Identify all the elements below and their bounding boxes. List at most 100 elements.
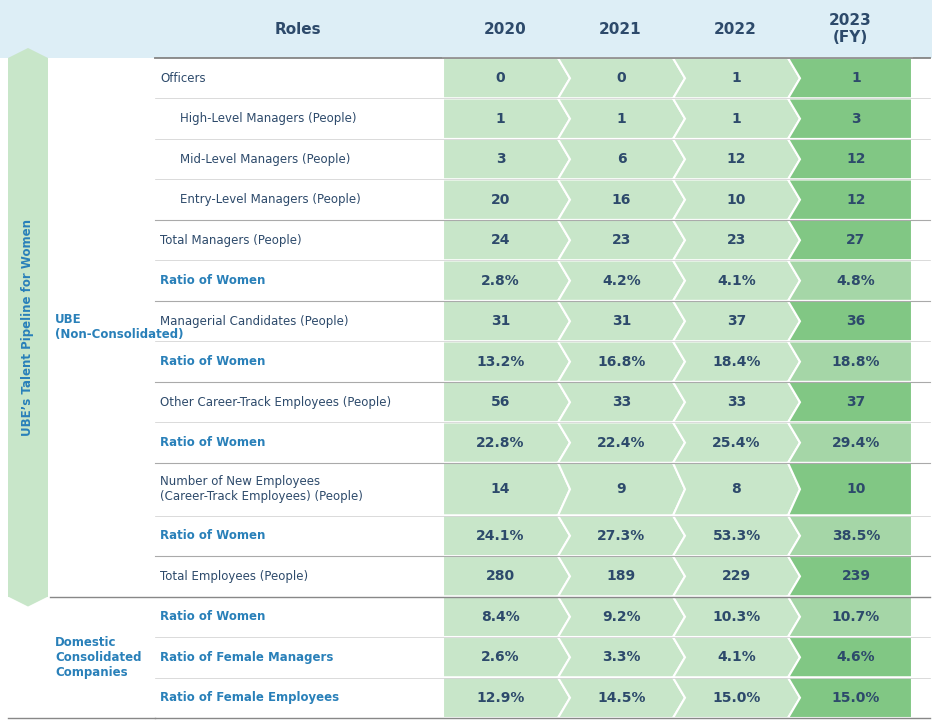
Polygon shape — [788, 597, 912, 637]
Polygon shape — [788, 678, 912, 718]
Text: 8.4%: 8.4% — [481, 610, 520, 624]
Text: 24: 24 — [491, 233, 510, 247]
Bar — [155, 423, 930, 463]
Text: 3.3%: 3.3% — [602, 650, 641, 665]
Polygon shape — [558, 556, 685, 597]
Text: 1: 1 — [851, 71, 861, 85]
Text: 1: 1 — [496, 112, 505, 126]
Text: 27.3%: 27.3% — [597, 528, 646, 543]
Bar — [155, 516, 930, 556]
Text: 4.1%: 4.1% — [717, 650, 756, 665]
Polygon shape — [558, 179, 685, 220]
Text: 29.4%: 29.4% — [832, 436, 880, 450]
Text: 0: 0 — [617, 71, 626, 85]
Text: 15.0%: 15.0% — [712, 690, 761, 705]
Polygon shape — [443, 423, 570, 463]
Polygon shape — [788, 556, 912, 597]
Bar — [155, 382, 930, 423]
Polygon shape — [558, 341, 685, 382]
Text: 23: 23 — [727, 233, 747, 247]
Polygon shape — [443, 58, 570, 99]
Polygon shape — [673, 220, 800, 261]
Text: 22.8%: 22.8% — [476, 436, 525, 450]
Text: Ratio of Women: Ratio of Women — [160, 355, 266, 368]
Polygon shape — [788, 341, 912, 382]
Text: 15.0%: 15.0% — [832, 690, 880, 705]
Bar — [8, 58, 48, 597]
Polygon shape — [788, 139, 912, 179]
Polygon shape — [443, 139, 570, 179]
Text: 16: 16 — [611, 193, 631, 207]
Text: 239: 239 — [842, 570, 870, 583]
Text: Mid-Level Managers (People): Mid-Level Managers (People) — [180, 153, 350, 166]
Text: 4.1%: 4.1% — [717, 274, 756, 288]
Text: 38.5%: 38.5% — [832, 528, 880, 543]
Polygon shape — [558, 423, 685, 463]
Text: Ratio of Women: Ratio of Women — [160, 529, 266, 542]
Text: 23: 23 — [611, 233, 631, 247]
Text: 10: 10 — [727, 193, 747, 207]
Text: 18.4%: 18.4% — [712, 355, 761, 369]
Text: 10: 10 — [846, 482, 866, 496]
Text: 280: 280 — [486, 570, 515, 583]
Bar — [155, 678, 930, 718]
Polygon shape — [788, 463, 912, 516]
Polygon shape — [673, 382, 800, 423]
Polygon shape — [673, 597, 800, 637]
Text: Ratio of Women: Ratio of Women — [160, 274, 266, 287]
Polygon shape — [673, 139, 800, 179]
Text: 14: 14 — [491, 482, 510, 496]
Polygon shape — [443, 382, 570, 423]
Text: Roles: Roles — [274, 22, 321, 37]
Bar — [155, 179, 930, 220]
Polygon shape — [788, 58, 912, 99]
Text: 16.8%: 16.8% — [597, 355, 646, 369]
Text: 33: 33 — [727, 395, 747, 409]
Polygon shape — [673, 341, 800, 382]
Text: 12: 12 — [846, 152, 866, 166]
Polygon shape — [788, 179, 912, 220]
Text: 10.7%: 10.7% — [832, 610, 880, 624]
Text: 14.5%: 14.5% — [597, 690, 646, 705]
Text: 37: 37 — [727, 314, 747, 328]
Polygon shape — [673, 516, 800, 556]
Text: 2020: 2020 — [484, 22, 527, 37]
Polygon shape — [788, 516, 912, 556]
Polygon shape — [558, 99, 685, 139]
Bar — [155, 139, 930, 179]
Polygon shape — [558, 220, 685, 261]
Polygon shape — [443, 556, 570, 597]
Polygon shape — [788, 261, 912, 301]
Text: 189: 189 — [607, 570, 636, 583]
Text: 24.1%: 24.1% — [476, 528, 525, 543]
Polygon shape — [788, 220, 912, 261]
Polygon shape — [558, 382, 685, 423]
Polygon shape — [443, 301, 570, 341]
Text: 3: 3 — [851, 112, 861, 126]
Polygon shape — [558, 516, 685, 556]
Text: 25.4%: 25.4% — [712, 436, 761, 450]
Polygon shape — [558, 463, 685, 516]
Text: Ratio of Female Employees: Ratio of Female Employees — [160, 691, 339, 704]
Text: High-Level Managers (People): High-Level Managers (People) — [180, 112, 357, 125]
Polygon shape — [673, 301, 800, 341]
Text: 1: 1 — [732, 71, 741, 85]
Text: 9.2%: 9.2% — [602, 610, 641, 624]
Text: 13.2%: 13.2% — [476, 355, 525, 369]
Text: 56: 56 — [491, 395, 510, 409]
Text: 2022: 2022 — [714, 22, 757, 37]
Text: 229: 229 — [722, 570, 751, 583]
Text: Ratio of Female Managers: Ratio of Female Managers — [160, 651, 334, 664]
Bar — [155, 341, 930, 382]
Text: 31: 31 — [611, 314, 631, 328]
Text: 20: 20 — [491, 193, 510, 207]
Text: Other Career-Track Employees (People): Other Career-Track Employees (People) — [160, 396, 391, 409]
Text: 2.6%: 2.6% — [481, 650, 520, 665]
Text: 27: 27 — [846, 233, 866, 247]
Polygon shape — [558, 261, 685, 301]
Polygon shape — [443, 678, 570, 718]
Polygon shape — [673, 261, 800, 301]
Polygon shape — [443, 463, 570, 516]
Polygon shape — [673, 463, 800, 516]
Text: 53.3%: 53.3% — [712, 528, 761, 543]
